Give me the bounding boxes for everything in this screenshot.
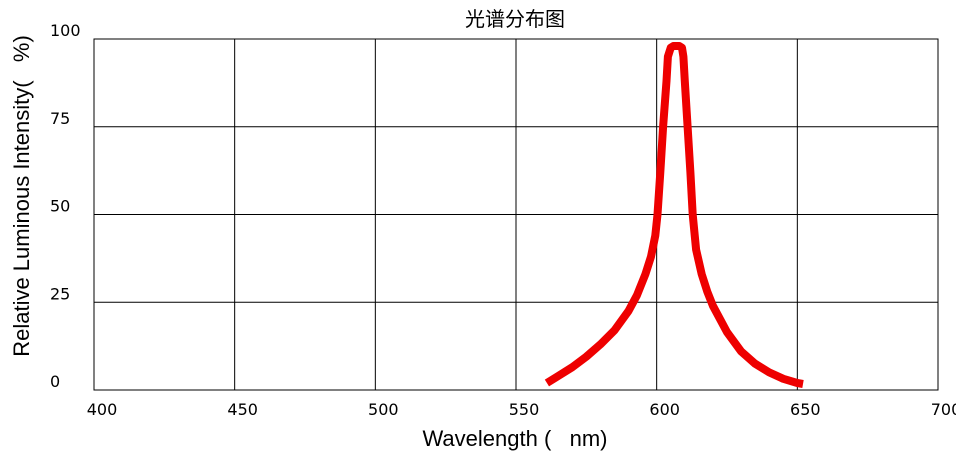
- series-layer: [544, 42, 804, 388]
- chart-title: 光谱分布图: [465, 8, 565, 31]
- series-line-0: [544, 42, 804, 388]
- x-tick-label: 400: [87, 400, 118, 419]
- y-tick-label: 0: [50, 372, 60, 391]
- y-axis-label: Relative Luminous Intensity( %): [9, 35, 34, 357]
- y-tick-label: 25: [50, 284, 70, 303]
- x-tick-labels: 400 450 500 550 600 650 700: [87, 400, 956, 419]
- x-tick-label: 500: [368, 400, 399, 419]
- x-tick-label: 550: [509, 400, 540, 419]
- y-tick-label: 100: [50, 21, 81, 40]
- x-tick-label: 450: [227, 400, 258, 419]
- plot-frame: [93, 38, 939, 391]
- x-tick-label: 650: [790, 400, 821, 419]
- y-tick-label: 75: [50, 109, 70, 128]
- x-axis-label: Wavelength ( nm): [422, 426, 607, 451]
- x-tick-label: 700: [931, 400, 956, 419]
- grid: [93, 38, 939, 391]
- y-tick-labels: 0 25 50 75 100: [50, 21, 81, 391]
- y-tick-label: 50: [50, 197, 70, 216]
- x-tick-label: 600: [649, 400, 680, 419]
